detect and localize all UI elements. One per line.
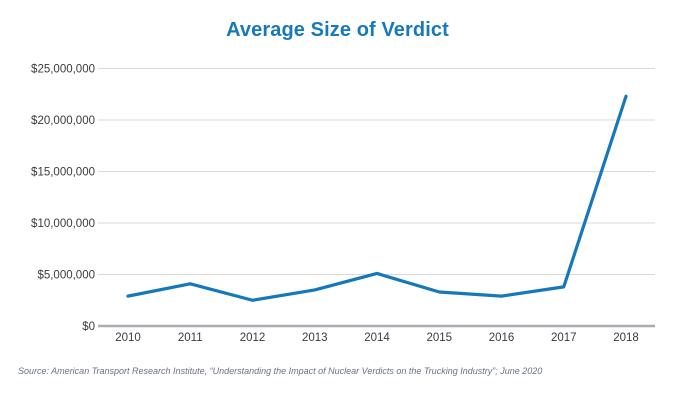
y-axis-tick-label: $5,000,000 — [37, 270, 95, 282]
source-note: Source: American Transport Research Inst… — [18, 366, 543, 376]
chart-title: Average Size of Verdict — [226, 19, 449, 41]
x-axis-year-label: 2014 — [364, 332, 390, 344]
verdict-trend-line — [126, 94, 628, 302]
x-axis-year-label: 2010 — [115, 332, 141, 344]
y-axis-tick-label: $10,000,000 — [31, 218, 95, 230]
x-axis-year-label: 2016 — [489, 332, 515, 344]
x-axis-year-label: 2018 — [613, 332, 639, 344]
y-axis-tick-label: $15,000,000 — [31, 167, 95, 179]
y-axis-tick-label: $0 — [82, 321, 95, 333]
y-axis-tick-label: $20,000,000 — [31, 115, 95, 127]
x-axis-year-label: 2013 — [302, 332, 328, 344]
x-axis-year-label: 2012 — [240, 332, 266, 344]
x-axis-year-label: 2015 — [426, 332, 452, 344]
x-axis-year-label: 2011 — [178, 332, 203, 344]
x-axis-year-label: 2017 — [551, 332, 577, 344]
y-axis-tick-label: $25,000,000 — [31, 64, 95, 76]
